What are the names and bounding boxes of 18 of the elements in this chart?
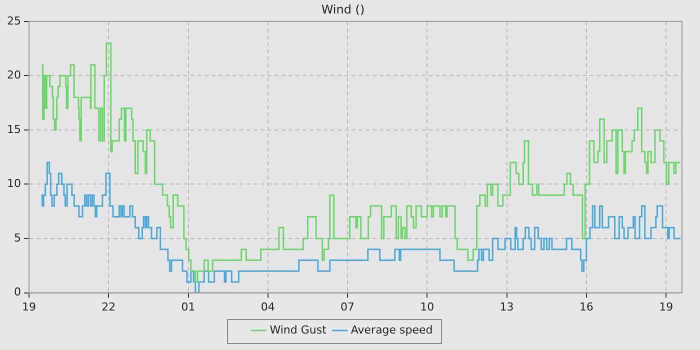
chart-title: Wind () [321, 2, 365, 16]
y-tick-label: 10 [6, 177, 21, 190]
x-tick-label: 16 [579, 300, 594, 314]
y-tick-label: 20 [6, 68, 21, 82]
y-tick-label: 0 [14, 286, 21, 299]
x-tick-label: 10 [420, 300, 434, 314]
legend-label: Wind Gust [270, 323, 328, 336]
x-tick-label: 19 [22, 300, 36, 314]
x-tick-label: 04 [260, 300, 275, 314]
x-tick-label: 19 [659, 300, 674, 314]
x-tick-label: 01 [181, 300, 196, 314]
x-tick-label: 07 [340, 300, 355, 314]
y-tick-label: 15 [6, 122, 21, 136]
legend-label: Average speed [350, 323, 433, 336]
y-tick-label: 25 [6, 14, 21, 28]
x-tick-label: 22 [102, 300, 116, 314]
x-tick-label: 13 [500, 300, 514, 314]
y-tick-label: 5 [14, 231, 21, 244]
